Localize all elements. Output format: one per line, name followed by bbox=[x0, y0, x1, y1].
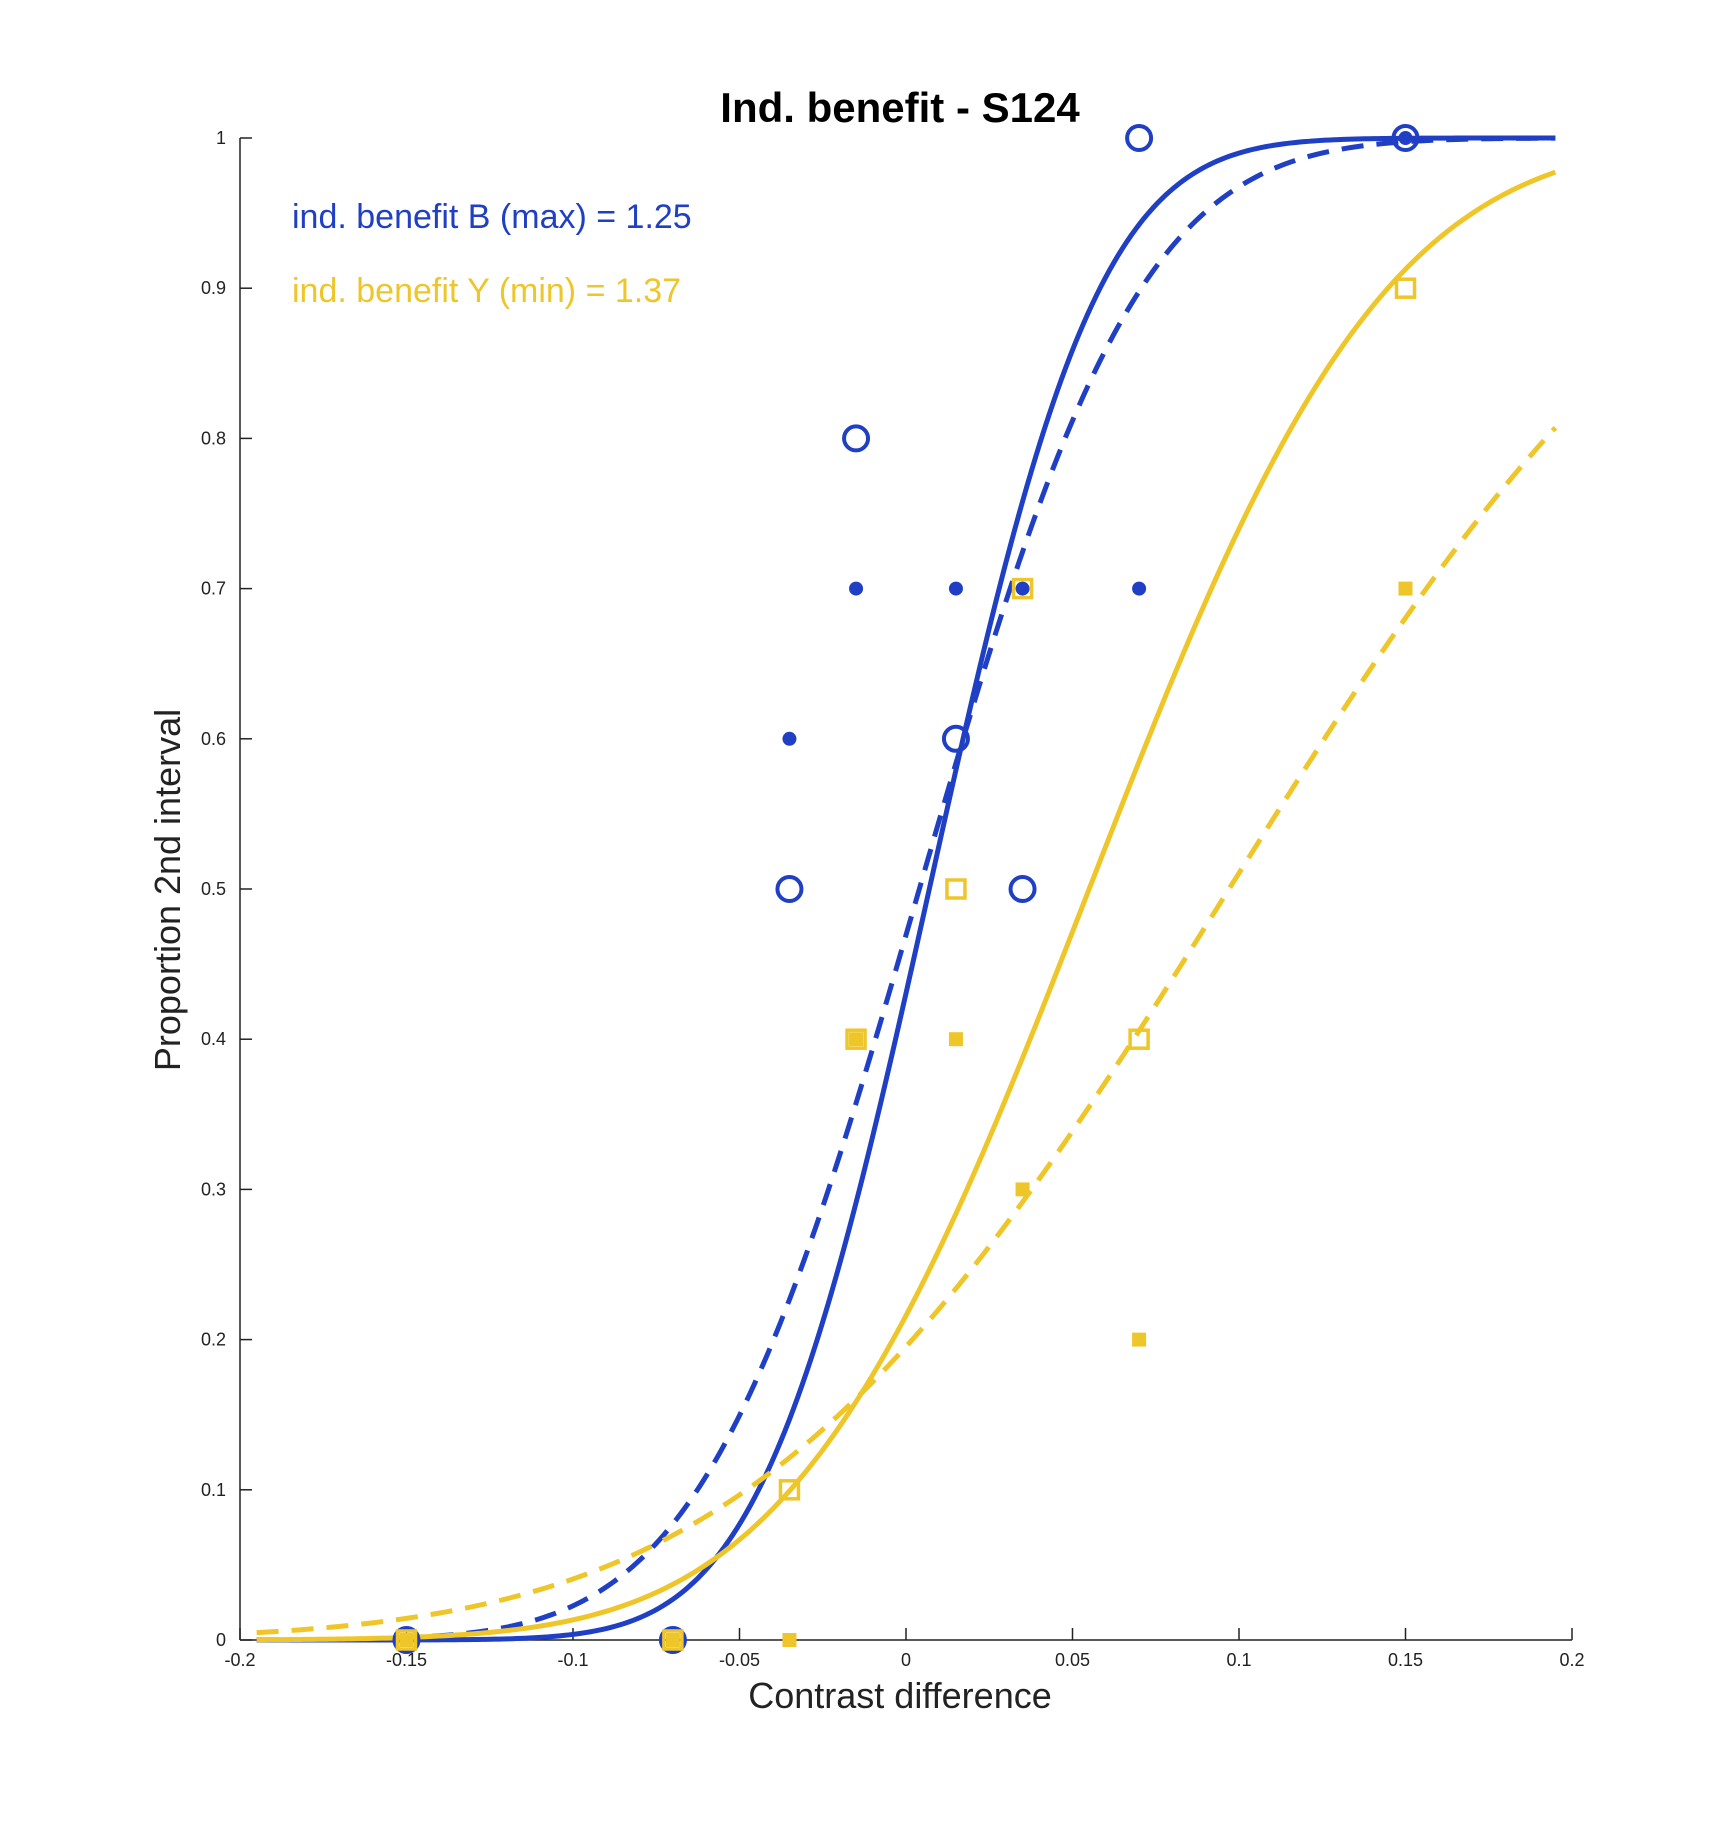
y-tick-label: 0.4 bbox=[201, 1029, 226, 1049]
dashed-fit-curve bbox=[256, 135, 1556, 1643]
filled-square-point bbox=[399, 1633, 414, 1647]
x-tick-label: 0.15 bbox=[1388, 1650, 1423, 1670]
y-tick-label: 0.1 bbox=[201, 1480, 226, 1500]
filled-circle-point bbox=[948, 581, 963, 596]
x-tick-label: 0 bbox=[901, 1650, 911, 1670]
y-tick-label: 1 bbox=[216, 128, 226, 148]
open-square-point bbox=[662, 1629, 684, 1651]
open-circle-point bbox=[658, 1626, 687, 1654]
open-square-point bbox=[845, 1028, 867, 1050]
filled-circle-point bbox=[1015, 581, 1030, 596]
dashed-fit-curve bbox=[256, 426, 1558, 1636]
filled-square-point bbox=[1132, 1332, 1147, 1347]
open-circle-point bbox=[1391, 124, 1420, 152]
chart-title: Ind. benefit - S124 bbox=[720, 84, 1080, 131]
y-axis-label: Proportion 2nd interval bbox=[147, 709, 188, 1071]
y-tick-label: 0.9 bbox=[201, 278, 226, 298]
axes bbox=[239, 138, 1572, 1641]
annotation-benefit-b: ind. benefit B (max) = 1.25 bbox=[292, 198, 692, 236]
y-ticks: 0 0.1 0.2 0.3 0.4 0.5 0.6 0.7 0.8 0.9 1 bbox=[201, 128, 252, 1650]
filled-circle-point bbox=[1132, 581, 1147, 596]
y-tick-label: 0.2 bbox=[201, 1330, 226, 1350]
solid-fit-curve bbox=[256, 135, 1556, 1643]
data-points bbox=[392, 124, 1420, 1654]
filled-circle-point bbox=[849, 581, 864, 596]
y-tick-label: 0.6 bbox=[201, 729, 226, 749]
x-tick-label: 0.1 bbox=[1226, 1650, 1251, 1670]
open-circle-point bbox=[775, 875, 804, 903]
filled-square-point bbox=[948, 1032, 963, 1047]
open-circle-point bbox=[392, 1626, 421, 1654]
x-tick-label: 0.05 bbox=[1055, 1650, 1090, 1670]
y-tick-label: 0.8 bbox=[201, 428, 226, 448]
y-tick-label: 0.7 bbox=[201, 579, 226, 599]
open-square-point bbox=[945, 878, 967, 900]
open-circle-point bbox=[1008, 875, 1037, 903]
open-square-point bbox=[1011, 577, 1034, 600]
annotation-benefit-y: ind. benefit Y (min) = 1.37 bbox=[292, 272, 681, 310]
open-square-point bbox=[395, 1629, 418, 1651]
x-ticks: -0.2 -0.15 -0.1 -0.05 0 0.05 0.1 0.15 0.2 bbox=[224, 1628, 1585, 1670]
fitted-curves bbox=[256, 135, 1558, 1643]
filled-square-point bbox=[665, 1633, 680, 1647]
solid-fit-curve bbox=[256, 169, 1557, 1643]
y-tick-label: 0.3 bbox=[201, 1179, 226, 1199]
filled-circle-point bbox=[782, 731, 797, 746]
open-square-point bbox=[778, 1479, 801, 1501]
x-tick-label: -0.1 bbox=[557, 1650, 588, 1670]
x-tick-label: -0.2 bbox=[224, 1650, 255, 1670]
x-tick-label: -0.15 bbox=[386, 1650, 427, 1670]
x-tick-label: -0.05 bbox=[719, 1650, 760, 1670]
open-circle-point bbox=[842, 424, 871, 453]
filled-square-point bbox=[782, 1633, 797, 1647]
filled-square-point bbox=[1015, 1182, 1030, 1197]
open-square-point bbox=[1394, 277, 1417, 299]
y-tick-label: 0.5 bbox=[201, 879, 226, 899]
open-circle-point bbox=[941, 724, 970, 753]
open-circle-point bbox=[1125, 124, 1154, 152]
filled-square-point bbox=[1398, 581, 1413, 596]
x-tick-label: 0.2 bbox=[1559, 1650, 1584, 1670]
open-square-point bbox=[1128, 1028, 1150, 1050]
y-tick-label: 0 bbox=[216, 1630, 226, 1650]
filled-circle-point bbox=[1398, 131, 1413, 145]
x-axis-label: Contrast difference bbox=[748, 1675, 1052, 1716]
filled-square-point bbox=[849, 1032, 864, 1047]
